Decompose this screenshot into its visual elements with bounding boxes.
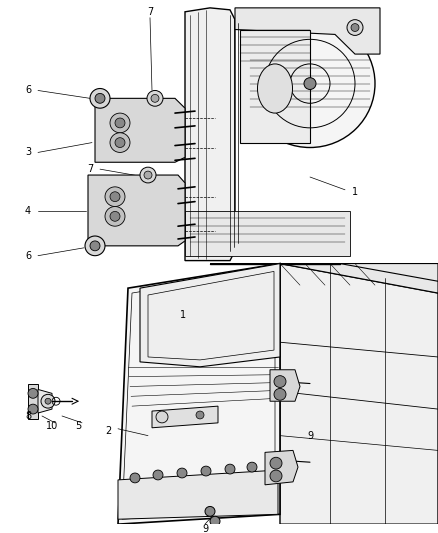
Text: 4: 4 [25,206,31,216]
Circle shape [281,451,289,459]
Circle shape [110,192,120,201]
Polygon shape [140,263,280,367]
Circle shape [270,457,282,469]
Circle shape [196,411,204,419]
Circle shape [95,93,105,103]
Circle shape [115,138,125,148]
Circle shape [270,470,282,482]
Circle shape [28,389,38,398]
Text: 7: 7 [87,164,93,174]
Circle shape [274,376,286,387]
Polygon shape [95,99,185,162]
Circle shape [147,91,163,106]
Circle shape [177,468,187,478]
Circle shape [347,20,363,35]
Circle shape [41,394,55,408]
Circle shape [130,473,140,483]
Text: 6: 6 [25,85,31,95]
Polygon shape [280,263,438,524]
Circle shape [205,506,215,516]
Text: 2: 2 [105,426,111,435]
Circle shape [85,236,105,256]
Polygon shape [235,8,380,54]
Circle shape [144,171,152,179]
Polygon shape [88,175,185,246]
Circle shape [281,373,289,381]
Circle shape [153,470,163,480]
Polygon shape [265,450,298,485]
Circle shape [140,167,156,183]
Circle shape [274,389,286,400]
Circle shape [28,404,38,414]
Circle shape [281,383,289,390]
Circle shape [45,398,51,404]
Polygon shape [152,406,218,428]
Polygon shape [185,212,350,256]
Circle shape [115,118,125,128]
Ellipse shape [258,64,293,113]
Circle shape [151,94,159,102]
Text: 1: 1 [352,187,358,197]
Circle shape [281,461,289,469]
Circle shape [201,466,211,476]
Circle shape [210,516,220,526]
Text: 9: 9 [307,431,313,441]
Polygon shape [270,370,300,401]
Polygon shape [210,263,438,293]
Text: 1: 1 [180,310,186,320]
Circle shape [247,462,257,472]
Polygon shape [38,390,52,413]
Circle shape [110,113,130,133]
Circle shape [105,206,125,226]
Text: 5: 5 [75,421,81,431]
Circle shape [90,88,110,108]
Circle shape [110,133,130,152]
Polygon shape [240,29,310,143]
Circle shape [245,20,375,148]
Circle shape [225,464,235,474]
Polygon shape [118,470,278,519]
Text: 3: 3 [25,148,31,157]
Text: 6: 6 [25,251,31,261]
Polygon shape [118,263,280,524]
Text: 8: 8 [25,411,31,421]
Circle shape [304,78,316,90]
Polygon shape [28,384,38,419]
Circle shape [156,411,168,423]
Text: 7: 7 [147,7,153,17]
Text: 9: 9 [202,524,208,533]
Circle shape [110,212,120,221]
Polygon shape [185,8,235,261]
Circle shape [351,23,359,31]
Text: 10: 10 [46,421,58,431]
Circle shape [105,187,125,206]
Circle shape [90,241,100,251]
